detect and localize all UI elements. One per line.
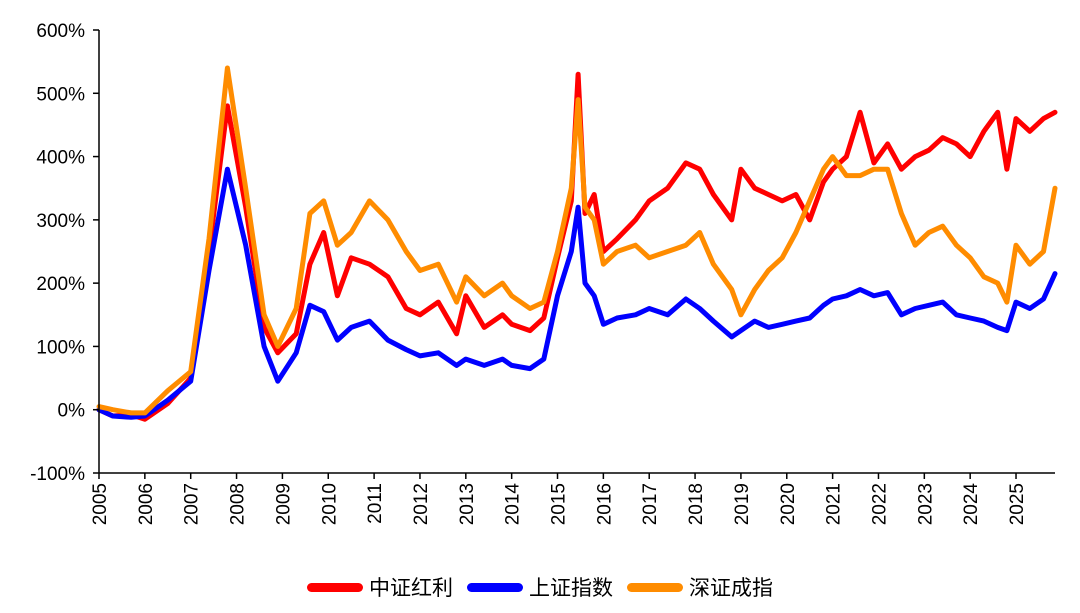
y-tick-label: -100% — [30, 464, 85, 485]
x-tick-label: 2008 — [228, 483, 249, 525]
x-tick-label: 2019 — [732, 483, 753, 525]
legend-label-dividend: 中证红利 — [369, 576, 453, 600]
legend-label-shenzhen: 深证成指 — [689, 576, 773, 600]
x-tick-label: 2018 — [686, 483, 707, 525]
x-tick-label: 2013 — [457, 483, 478, 525]
legend-swatch-shanghai — [467, 582, 523, 592]
y-tick-label: 100% — [36, 337, 85, 358]
y-tick-label: 500% — [36, 84, 85, 105]
x-tick-label: 2024 — [961, 483, 982, 526]
y-tick-label: 0% — [58, 401, 86, 422]
x-tick-label: 2014 — [503, 483, 524, 526]
x-tick-label: 2025 — [1007, 483, 1028, 525]
legend-swatch-dividend — [307, 582, 363, 592]
x-tick-label: 2012 — [411, 483, 432, 525]
x-tick-label: 2016 — [594, 483, 615, 525]
legend: 中证红利 上证指数 深证成指 — [0, 572, 1080, 602]
legend-swatch-shenzhen — [627, 582, 683, 592]
legend-item-shenzhen: 深证成指 — [627, 572, 773, 602]
x-tick-label: 2007 — [182, 483, 203, 525]
y-tick-label: 200% — [36, 274, 85, 295]
legend-item-shanghai: 上证指数 — [467, 572, 613, 602]
x-tick-label: 2015 — [549, 483, 570, 525]
x-tick-label: 2005 — [90, 483, 111, 525]
x-tick-label: 2017 — [640, 483, 661, 525]
series-line-2 — [96, 65, 1058, 416]
series-layer — [96, 65, 1058, 422]
x-tick-label: 2023 — [915, 483, 936, 525]
x-tick-label: 2006 — [136, 483, 157, 525]
y-tick-label: 400% — [36, 148, 85, 169]
x-tick-label: 2022 — [869, 483, 890, 525]
axes: -100% 0% 100% 200% 300% 400% 500% 600% 2005 2006 2… — [30, 21, 1055, 525]
x-tick-label: 2009 — [273, 483, 294, 525]
x-tick-label: 2010 — [319, 483, 340, 525]
legend-label-shanghai: 上证指数 — [529, 576, 613, 600]
y-tick-label: 600% — [36, 21, 85, 42]
x-tick-label: 2021 — [824, 483, 845, 525]
y-tick-label: 300% — [36, 211, 85, 232]
x-tick-label: 2011 — [365, 483, 386, 524]
series-line-1 — [96, 166, 1058, 420]
series-line-0 — [96, 71, 1058, 422]
legend-item-dividend: 中证红利 — [307, 572, 453, 602]
x-tick-label: 2020 — [778, 483, 799, 525]
